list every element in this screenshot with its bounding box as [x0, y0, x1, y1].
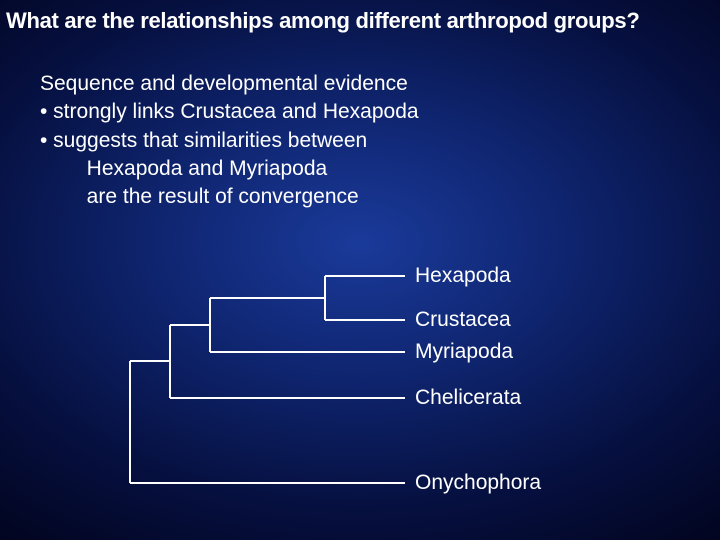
evidence-line-1: Sequence and developmental evidence — [40, 70, 419, 98]
taxon-myriapoda: Myriapoda — [415, 340, 513, 364]
evidence-line-3: • suggests that similarities between — [40, 127, 419, 155]
taxon-crustacea: Crustacea — [415, 308, 511, 332]
evidence-line-5: are the result of convergence — [40, 183, 419, 211]
taxon-onychophora: Onychophora — [415, 471, 541, 495]
evidence-line-4: Hexapoda and Myriapoda — [40, 155, 419, 183]
slide-title: What are the relationships among differe… — [6, 8, 714, 34]
taxon-chelicerata: Chelicerata — [415, 386, 521, 410]
evidence-line-2: • strongly links Crustacea and Hexapoda — [40, 98, 419, 126]
evidence-block: Sequence and developmental evidence • st… — [40, 70, 419, 212]
taxon-hexapoda: Hexapoda — [415, 264, 511, 288]
